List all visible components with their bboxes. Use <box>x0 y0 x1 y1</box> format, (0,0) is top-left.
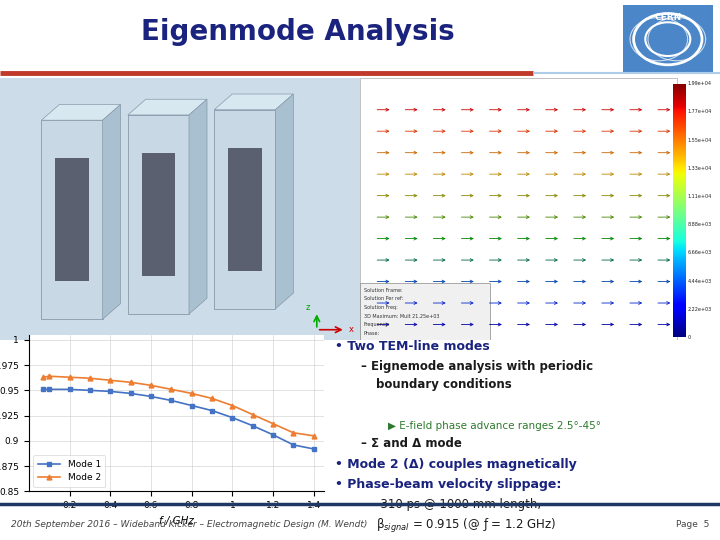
Mode 1 <box>248 422 257 429</box>
Text: • Phase-beam velocity slippage:: • Phase-beam velocity slippage: <box>335 478 561 491</box>
Text: 1.55e+04: 1.55e+04 <box>688 138 712 143</box>
Polygon shape <box>189 99 207 314</box>
Text: Page  5: Page 5 <box>676 520 709 529</box>
Text: CERN: CERN <box>654 13 681 22</box>
Text: 1.99e+04: 1.99e+04 <box>688 81 712 86</box>
Text: 6.66e+03: 6.66e+03 <box>688 251 712 255</box>
Mode 1 <box>45 386 53 393</box>
Text: • Two TEM-line modes: • Two TEM-line modes <box>335 340 490 353</box>
Legend: Mode 1, Mode 2: Mode 1, Mode 2 <box>33 455 105 487</box>
Text: Solution Frame:: Solution Frame: <box>364 288 402 293</box>
Mode 1 <box>310 446 318 452</box>
Mode 1 <box>39 386 48 393</box>
Polygon shape <box>276 94 294 309</box>
Text: x: x <box>349 325 354 334</box>
Mode 2 <box>187 390 196 397</box>
Text: 1.11e+04: 1.11e+04 <box>688 194 712 199</box>
Mode 2 <box>228 402 237 409</box>
X-axis label: f / GHz: f / GHz <box>159 516 194 525</box>
Mode 2 <box>248 411 257 418</box>
Text: Frequency:: Frequency: <box>364 322 390 327</box>
Mode 1 <box>167 397 176 404</box>
Mode 1 <box>66 386 74 393</box>
Mode 1 <box>147 393 156 400</box>
Text: – Σ and Δ mode: – Σ and Δ mode <box>361 437 462 450</box>
Bar <box>128 115 189 314</box>
Mode 2 <box>289 429 298 436</box>
Bar <box>142 153 175 276</box>
Text: 1.33e+04: 1.33e+04 <box>688 166 712 171</box>
Bar <box>0 78 360 340</box>
Text: – Eignemode analysis with periodic: – Eignemode analysis with periodic <box>361 360 593 373</box>
Polygon shape <box>103 105 121 319</box>
Text: Phase:: Phase: <box>364 331 379 336</box>
Text: – ~310 ps @ 1000 mm length,: – ~310 ps @ 1000 mm length, <box>361 498 541 511</box>
Mode 1 <box>106 388 114 395</box>
Mode 2 <box>207 395 216 402</box>
Mode 1 <box>126 390 135 397</box>
Mode 2 <box>45 373 53 380</box>
Mode 2 <box>39 374 48 381</box>
Mode 1 <box>207 407 216 414</box>
Line: Mode 2: Mode 2 <box>40 374 316 438</box>
Polygon shape <box>128 99 207 115</box>
Mode 2 <box>167 386 176 393</box>
Text: 2.22e+03: 2.22e+03 <box>688 307 712 312</box>
Line: Mode 1: Mode 1 <box>40 387 316 451</box>
Text: 20th September 2016 – Wideband Kicker – Electromagnetic Design (M. Wendt): 20th September 2016 – Wideband Kicker – … <box>11 520 367 529</box>
Mode 2 <box>126 379 135 386</box>
Text: 1.77e+04: 1.77e+04 <box>688 110 712 114</box>
Bar <box>360 282 490 340</box>
Bar <box>215 110 276 309</box>
Polygon shape <box>215 94 294 110</box>
Mode 2 <box>66 374 74 381</box>
Bar <box>42 120 103 319</box>
Text: 4.44e+03: 4.44e+03 <box>688 279 712 284</box>
Bar <box>55 158 89 281</box>
Text: boundary conditions: boundary conditions <box>377 378 512 392</box>
Text: Solution Per ref:: Solution Per ref: <box>364 296 403 301</box>
Text: 0: 0 <box>688 335 691 340</box>
Mode 2 <box>147 382 156 389</box>
Mode 1 <box>86 387 94 394</box>
Text: 3D Maximum: Mult 21.25e+03: 3D Maximum: Mult 21.25e+03 <box>364 314 439 319</box>
Mode 1 <box>187 402 196 409</box>
Bar <box>228 147 261 271</box>
Text: ▶ E-field phase advance ranges 2.5°-45°: ▶ E-field phase advance ranges 2.5°-45° <box>388 421 600 431</box>
Mode 1 <box>269 431 277 438</box>
Text: 8.88e+03: 8.88e+03 <box>688 222 712 227</box>
Text: z: z <box>306 303 310 312</box>
Text: Eigenmode Analysis: Eigenmode Analysis <box>141 18 454 45</box>
Text: Solution Freq:: Solution Freq: <box>364 305 397 310</box>
Mode 1 <box>289 442 298 448</box>
Text: • Mode 2 (Δ) couples magnetically: • Mode 2 (Δ) couples magnetically <box>335 458 577 471</box>
Mode 2 <box>86 375 94 381</box>
Mode 2 <box>269 421 277 427</box>
Mode 2 <box>106 377 114 383</box>
Mode 1 <box>228 414 237 421</box>
Mode 2 <box>310 433 318 439</box>
Polygon shape <box>42 105 121 120</box>
Text: β$_{signal}$ = 0.915 (@ ƒ = 1.2 GHz): β$_{signal}$ = 0.915 (@ ƒ = 1.2 GHz) <box>377 517 557 535</box>
Bar <box>360 78 677 340</box>
